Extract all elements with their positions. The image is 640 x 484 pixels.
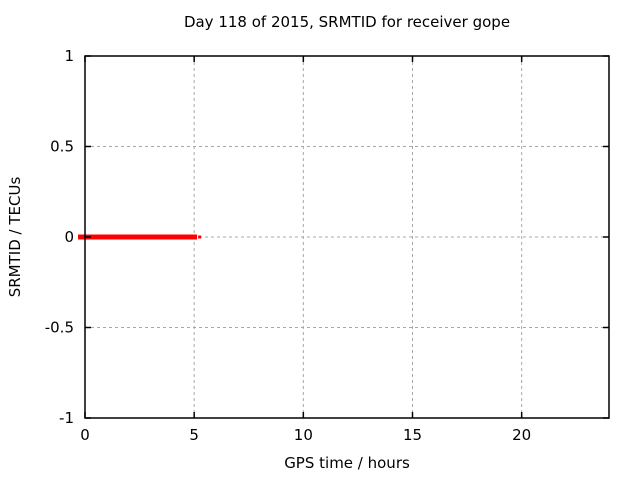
chart-title: Day 118 of 2015, SRMTID for receiver gop… bbox=[184, 13, 510, 31]
y-tick-label: -1 bbox=[59, 409, 74, 427]
tick-labels: 0 5 10 15 20 -1 -0.5 0 0.5 1 bbox=[45, 47, 531, 444]
y-tick-label: 1 bbox=[64, 47, 74, 65]
x-tick-label: 15 bbox=[403, 426, 422, 444]
x-tick-label: 10 bbox=[294, 426, 313, 444]
x-axis-label: GPS time / hours bbox=[284, 454, 410, 472]
x-tick-label: 20 bbox=[512, 426, 531, 444]
tick-marks bbox=[84, 55, 609, 419]
y-tick-label: 0 bbox=[64, 228, 74, 246]
x-tick-label: 5 bbox=[189, 426, 199, 444]
y-axis-label: SRMTID / TECUs bbox=[6, 177, 24, 298]
y-tick-label: 0.5 bbox=[50, 138, 74, 156]
x-tick-label: 0 bbox=[80, 426, 90, 444]
y-tick-label: -0.5 bbox=[45, 319, 74, 337]
